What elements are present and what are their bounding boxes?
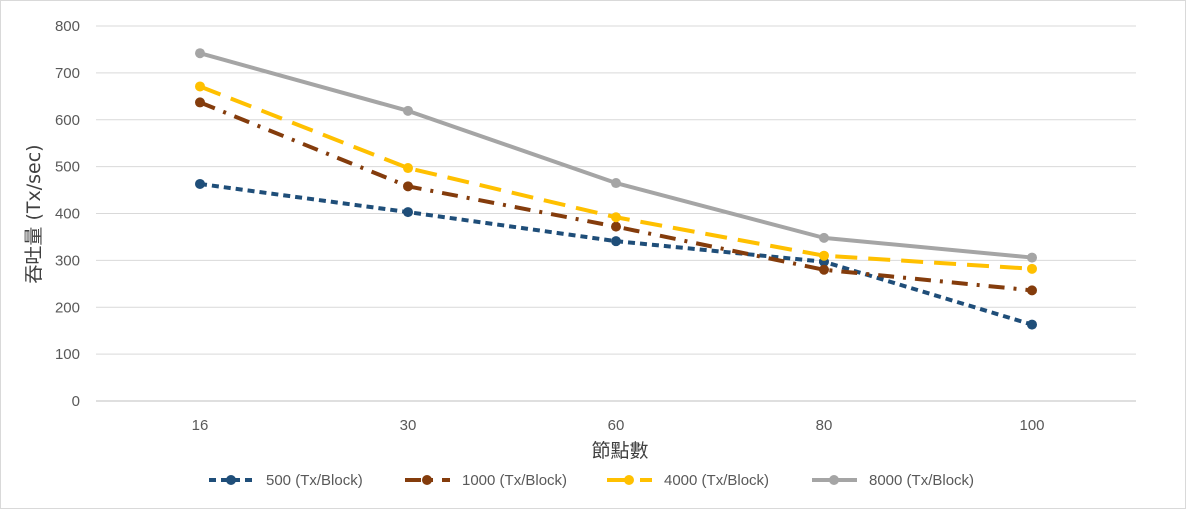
data-point [1027,252,1037,263]
data-point [403,163,413,174]
data-point [611,221,621,232]
data-point [195,81,205,92]
y-axis-title: 吞吐量 (Tx/sec) [23,144,45,283]
legend-label: 4000 (Tx/Block) [664,472,769,489]
legend-item-4: 8000 (Tx/Block) [812,472,974,489]
legend-swatch-marker [829,475,839,485]
x-tick-label: 100 [1019,417,1044,434]
series-2 [195,97,1037,296]
data-point [819,250,829,261]
legend-label: 1000 (Tx/Block) [462,472,567,489]
x-tick-label: 60 [608,417,625,434]
x-axis-title: 節點數 [591,440,648,462]
data-point [819,232,829,243]
data-point [1027,319,1037,330]
legend-swatch-marker [624,475,634,485]
data-point [611,236,621,247]
series-line-1 [199,181,1033,327]
y-tick-label: 300 [55,252,80,269]
data-point [819,264,829,275]
legend-label: 500 (Tx/Block) [266,472,363,489]
data-point [1027,285,1037,296]
data-point [403,181,413,192]
data-point [195,178,205,189]
y-tick-label: 500 [55,159,80,176]
series-4 [195,48,1037,263]
y-tick-label: 200 [55,299,80,316]
y-tick-label: 600 [55,112,80,129]
y-tick-label: 800 [55,18,80,35]
data-point [611,212,621,223]
legend-label: 8000 (Tx/Block) [869,472,974,489]
data-point [403,105,413,116]
data-point [403,207,413,218]
x-axis-ticks: 16 30 60 80 100 [192,417,1045,434]
data-point [195,48,205,59]
x-tick-label: 16 [192,417,209,434]
y-tick-label: 400 [55,206,80,223]
legend: 500 (Tx/Block) 1000 (Tx/Block) 4000 (Tx/Bl… [209,472,974,489]
y-tick-label: 700 [55,65,80,82]
data-point [1027,263,1037,274]
legend-swatch-marker [422,475,432,485]
x-tick-label: 80 [816,417,833,434]
data-point [611,178,621,189]
legend-item-3: 4000 (Tx/Block) [607,472,769,489]
legend-swatch-marker [226,475,236,485]
series-3 [195,81,1037,274]
legend-item-2: 1000 (Tx/Block) [405,472,567,489]
x-tick-label: 30 [400,417,417,434]
legend-item-1: 500 (Tx/Block) [209,472,363,489]
series-lines [195,48,1037,330]
data-point [195,97,205,108]
y-tick-label: 0 [72,393,80,410]
series-line-2 [199,100,1033,293]
y-tick-label: 100 [55,346,80,363]
series-1 [195,178,1037,330]
y-axis-ticks: 0 100 200 300 400 500 600 700 800 [55,18,80,410]
gridlines [96,25,1136,402]
